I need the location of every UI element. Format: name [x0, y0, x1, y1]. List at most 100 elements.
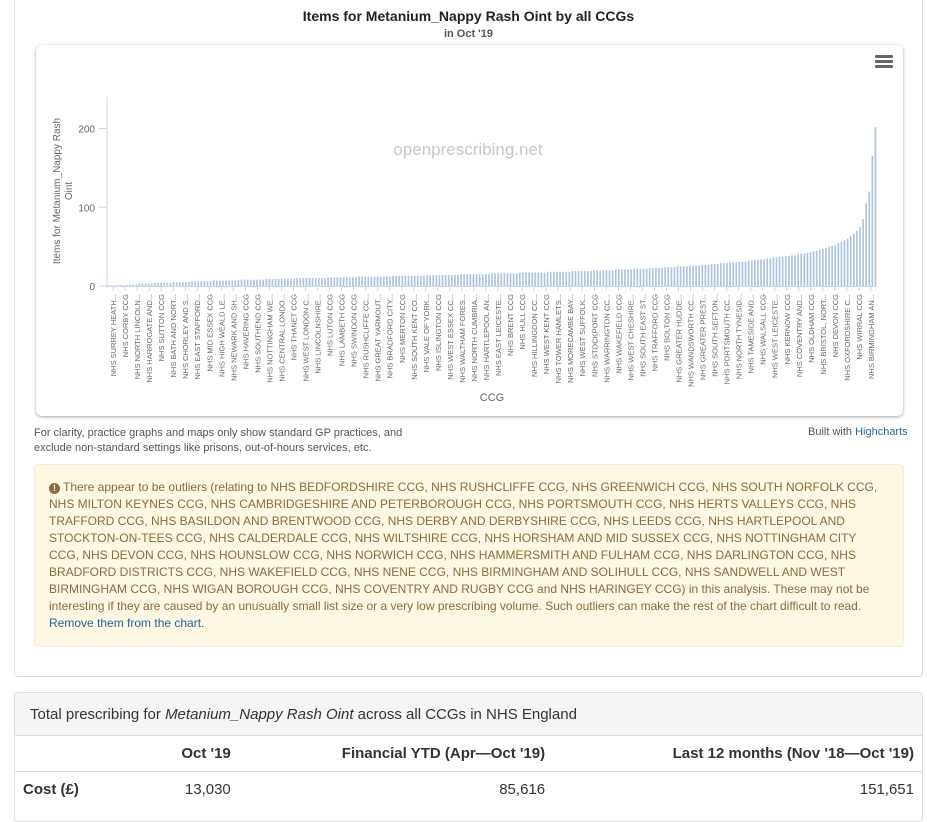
x-tick-label: NHS GREATER PREST...: [699, 294, 708, 380]
bar: [525, 272, 527, 286]
bar: [454, 274, 456, 286]
bar: [200, 281, 203, 286]
bar: [178, 282, 181, 286]
summary-header-row: Oct '19 Financial YTD (Apr—Oct '19) Last…: [15, 736, 922, 772]
summary-heading-suffix: across all CCGs in NHS England: [353, 706, 577, 723]
bar: [791, 255, 793, 286]
bar: [460, 274, 462, 286]
bar: [497, 273, 500, 286]
x-tick-label: NHS GREAT YARMOUT...: [374, 294, 383, 381]
bar: [172, 282, 175, 286]
bar: [664, 267, 667, 286]
chart-title: Items for Metanium_Nappy Rash Oint by al…: [302, 8, 635, 24]
bar: [503, 273, 506, 286]
bar: [256, 279, 258, 286]
x-tick-label: NHS VALE OF YORK...: [422, 294, 431, 373]
bar: [812, 251, 815, 286]
bar: [852, 234, 855, 286]
x-tick-label: NHS LUTON CCG: [326, 294, 335, 356]
bar: [837, 243, 840, 286]
bar: [175, 282, 178, 286]
bar: [803, 253, 806, 286]
bar: [515, 273, 518, 286]
x-tick-label: NHS TOWER HAMLETS...: [554, 294, 563, 383]
bar: [522, 272, 524, 286]
bar: [757, 260, 759, 286]
bar: [358, 276, 360, 286]
x-tick-label: NHS MORECAMBE BAY...: [566, 294, 575, 383]
bar: [305, 278, 308, 287]
bar: [590, 271, 592, 286]
highcharts-link[interactable]: Highcharts: [855, 426, 908, 438]
x-tick-label: NHS HULL CCG: [518, 294, 527, 350]
bar: [723, 263, 725, 286]
bar: [144, 283, 147, 286]
built-with-credit: Built with Highcharts: [808, 426, 908, 438]
bar: [141, 283, 144, 286]
bar: [621, 269, 623, 286]
bar: [188, 282, 190, 286]
bar: [361, 276, 363, 286]
x-tick-label: NHS KERNOW CCG: [783, 294, 792, 365]
bar: [865, 203, 868, 286]
bar: [469, 274, 472, 286]
bar: [113, 285, 116, 286]
bar: [831, 245, 834, 286]
bar: [336, 277, 339, 286]
x-tick-label: NHS SUTTON CCG: [157, 294, 166, 362]
bar: [815, 250, 818, 286]
bar: [825, 248, 827, 286]
bar: [484, 274, 487, 286]
bar: [475, 274, 478, 286]
bar: [682, 266, 685, 286]
bar: [327, 277, 329, 286]
y-axis-label: Items for Metanium_Nappy RashOint: [52, 118, 75, 264]
bar: [311, 278, 314, 287]
bar: [655, 267, 657, 286]
clarity-note: For clarity, practice graphs and maps on…: [34, 427, 403, 454]
bar: [432, 274, 435, 286]
bar: [692, 265, 694, 286]
bar: [246, 279, 249, 286]
remove-outliers-link[interactable]: Remove them from the chart.: [49, 616, 205, 630]
bar: [614, 269, 617, 286]
bar: [290, 278, 292, 286]
x-tick-label: NHS SOUTH KENT CO...: [410, 294, 419, 380]
x-tick-label: NHS OXFORDSHIRE C...: [843, 294, 852, 381]
bar: [386, 276, 388, 286]
summary-col-header: [15, 736, 145, 772]
bar: [531, 272, 534, 286]
bar: [754, 260, 756, 286]
bar: [219, 280, 221, 286]
x-tick-label: NHS HIGH WEALD LE...: [217, 294, 226, 377]
x-tick-label: NHS SWINDON CCG: [350, 294, 359, 367]
bar: [719, 263, 722, 286]
summary-col-header: Financial YTD (Apr—Oct '19): [341, 745, 546, 762]
x-tick-label: NHS WEST LEICESTE...: [771, 294, 780, 378]
bar: [599, 270, 602, 286]
bar: [345, 277, 348, 286]
bar: [407, 275, 410, 286]
bar: [608, 270, 611, 286]
y-tick-label: 100: [78, 203, 95, 214]
bar: [135, 284, 138, 286]
bar: [605, 270, 608, 286]
bar: [602, 270, 605, 286]
bar: [698, 265, 701, 286]
bar: [856, 230, 858, 287]
bar: [562, 271, 564, 286]
bar: [528, 272, 530, 286]
bar: [729, 262, 731, 287]
bar: [679, 266, 682, 286]
x-tick-label: NHS WEST KENT CCG: [542, 294, 551, 374]
bar: [426, 274, 428, 286]
bar: [271, 278, 274, 286]
hamburger-menu-icon[interactable]: [875, 55, 893, 69]
bar: [846, 238, 849, 286]
bar: [840, 241, 843, 286]
bar: [794, 255, 796, 286]
bar: [809, 252, 812, 286]
bar: [651, 267, 654, 286]
bar: [376, 276, 379, 286]
x-tick-label: NHS TRAFFORD CCG: [650, 294, 659, 372]
